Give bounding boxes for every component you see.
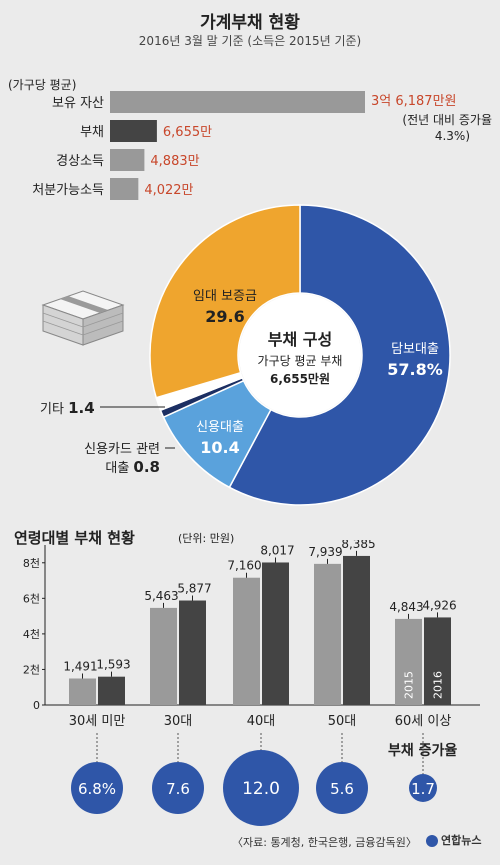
top-bar	[110, 178, 139, 200]
growth-rate-circle	[71, 762, 123, 814]
donut-slice	[228, 204, 451, 506]
top-bar	[110, 120, 157, 142]
segment-name-lease: 임대 보증금	[193, 289, 257, 304]
segment-value-other: 1.4	[68, 399, 95, 417]
segment-name-card-line2: 대출	[105, 461, 130, 476]
segment-value-credit: 10.4	[200, 438, 240, 457]
segment-value-lease: 29.6	[205, 307, 245, 326]
money-stack-icon	[41, 290, 125, 346]
debt-composition-donut	[100, 204, 451, 506]
top-bar	[110, 149, 145, 171]
growth-rate-label: 12.0	[242, 779, 280, 799]
y-tick-label: 6천	[23, 591, 40, 605]
bar-value-label: 1,593	[96, 658, 130, 672]
y-tick-label: 2천	[23, 662, 40, 676]
bar-2015	[233, 577, 260, 705]
top-bar-amount: 4,883만	[150, 154, 199, 169]
series-label-2015: 2015	[403, 671, 416, 699]
growth-rate-label: 1.7	[411, 780, 435, 798]
category-label: 40대	[247, 714, 276, 729]
segment-value-mortgage: 57.8%	[387, 360, 443, 379]
growth-rate-label: 7.6	[166, 780, 190, 798]
top-bar-label: 처분가능소득	[32, 183, 104, 198]
y-tick-label: 8천	[23, 556, 40, 570]
growth-rate-label: 6.8%	[78, 780, 116, 798]
top-bar-growth-line2: 4.3%)	[435, 129, 470, 143]
donut-center-amount: 6,655만원	[269, 372, 331, 386]
segment-name-other: 기타	[40, 402, 64, 417]
age-chart-title: 연령대별 부채 현황	[14, 529, 135, 547]
bar-value-label: 7,160	[227, 559, 261, 573]
bar-2015	[314, 563, 341, 705]
bar-value-label: 5,463	[144, 589, 178, 603]
segment-label-lease: 임대 보증금 29.6	[175, 285, 275, 326]
bar-2015	[395, 618, 422, 705]
segment-label-other: 기타 1.4	[40, 398, 95, 417]
series-label-2016: 2016	[432, 671, 445, 699]
bar-value-label: 4,926	[422, 598, 456, 612]
segment-label-card: 신용카드 관련 대출 0.8	[38, 438, 160, 476]
segment-name-credit: 신용대출	[196, 420, 244, 435]
top-bar-amount: 6,655만	[163, 125, 212, 140]
donut-hole	[239, 294, 361, 416]
growth-rate-circle	[152, 762, 204, 814]
top-bar-label: 경상소득	[56, 154, 104, 169]
top-bar-amount: 4,022만	[144, 183, 193, 198]
bar-2016	[179, 600, 206, 705]
bar-2015	[150, 607, 177, 705]
bar-value-label: 1,491	[63, 659, 97, 673]
donut-center-title: 부채 구성	[267, 330, 333, 349]
category-label: 60세 이상	[395, 714, 452, 729]
category-label: 30대	[164, 714, 193, 729]
top-bar-growth-line1: (전년 대비 증가율	[402, 113, 492, 127]
y-tick-label: 0	[33, 699, 40, 712]
donut-center-subtitle: 가구당 평균 부채	[257, 354, 343, 368]
bar-2016	[424, 617, 451, 705]
growth-rate-circle	[409, 774, 437, 802]
top-bar-label: 부채	[80, 125, 104, 140]
page-title: 가계부채 현황	[200, 13, 300, 33]
bar-2016	[262, 562, 289, 705]
age-chart-unit: (단위: 만원)	[178, 532, 235, 545]
bar-value-label: 8,017	[260, 543, 294, 557]
bar-2016	[343, 555, 370, 705]
publisher-logo: 연합뉴스	[426, 832, 481, 848]
segment-name-card-line1: 신용카드 관련	[84, 442, 160, 457]
bar-value-label: 5,877	[177, 582, 211, 596]
per-household-note: (가구당 평균)	[8, 78, 77, 92]
category-label: 30세 미만	[69, 714, 126, 729]
segment-name-mortgage: 담보대출	[391, 342, 439, 357]
growth-rate-circle	[223, 750, 299, 826]
bar-2015	[69, 678, 96, 705]
bar-2016	[98, 676, 125, 705]
top-bar-amount: 3억 6,187만원	[371, 94, 457, 109]
source-note: 〈자료: 통계청, 한국은행, 금융감독원〉	[232, 836, 417, 849]
segment-label-credit: 신용대출 10.4	[180, 416, 260, 457]
top-bar-label: 보유 자산	[52, 96, 104, 111]
growth-rate-circle	[316, 762, 368, 814]
bar-value-label: 8,385	[341, 540, 375, 551]
segment-value-card: 0.8	[133, 458, 160, 476]
segment-label-mortgage: 담보대출 57.8%	[370, 338, 460, 379]
bar-value-label: 4,843	[389, 600, 423, 614]
logo-icon	[426, 835, 438, 847]
page-subtitle: 2016년 3월 말 기준 (소득은 2015년 기준)	[138, 34, 362, 48]
donut-slice	[149, 204, 301, 399]
bar-value-label: 7,939	[308, 545, 342, 559]
y-tick-label: 4천	[23, 627, 40, 641]
category-label: 50대	[328, 714, 357, 729]
logo-text: 연합뉴스	[441, 834, 482, 847]
top-bar	[110, 91, 365, 113]
growth-rate-label: 5.6	[330, 780, 354, 798]
